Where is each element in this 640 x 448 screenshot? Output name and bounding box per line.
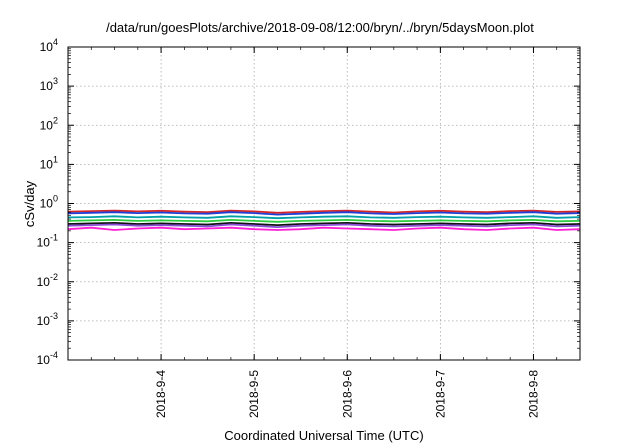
- y-tick-label: 103: [40, 76, 58, 93]
- series-line: [67, 226, 581, 231]
- x-tick-label: 2018-9-8: [526, 370, 540, 418]
- x-tick-label: 2018-9-7: [433, 370, 447, 418]
- x-axis-label: Coordinated Universal Time (UTC): [224, 428, 423, 443]
- y-tick-exponent: 2: [53, 115, 58, 125]
- series-group: [67, 209, 581, 231]
- y-tick-label: 10-4: [37, 350, 58, 367]
- x-tick-label: 2018-9-6: [340, 370, 354, 418]
- y-tick-exponent: 0: [53, 194, 58, 204]
- y-tick-label: 100: [40, 194, 58, 211]
- y-tick-exponent: 1: [53, 154, 58, 164]
- y-tick-exponent: -4: [50, 350, 58, 360]
- chart-title: /data/run/goesPlots/archive/2018-09-08/1…: [106, 20, 534, 35]
- y-tick-exponent: 3: [53, 76, 58, 86]
- y-tick-label: 10-2: [37, 272, 58, 289]
- series-line: [67, 218, 581, 223]
- series-line: [67, 221, 581, 227]
- y-tick-label: 10-3: [37, 311, 58, 328]
- y-tick-label: 10-1: [37, 233, 58, 250]
- series-line: [67, 215, 581, 220]
- series-line: [67, 209, 581, 214]
- y-tick-exponent: -3: [50, 311, 58, 321]
- ticks: [67, 46, 581, 361]
- series-line: [67, 223, 581, 229]
- y-axis-label: cSv/day: [22, 180, 37, 227]
- x-tick-labels: 2018-9-4 2018-9-5 2018-9-6 2018-9-7 2018-9-8: [154, 370, 540, 418]
- x-tick-label: 2018-9-5: [247, 370, 261, 418]
- y-tick-label: 101: [40, 154, 58, 171]
- y-tick-label: 104: [40, 37, 58, 54]
- x-tick-label: 2018-9-4: [154, 370, 168, 418]
- y-tick-exponent: 4: [53, 37, 58, 47]
- grid: [68, 47, 580, 360]
- y-tick-exponent: -1: [50, 233, 58, 243]
- y-tick-label: 102: [40, 115, 58, 132]
- y-tick-exponent: -2: [50, 272, 58, 282]
- series-line: [67, 211, 581, 216]
